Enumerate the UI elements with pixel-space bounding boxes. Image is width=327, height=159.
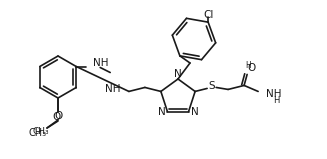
Text: O: O — [247, 63, 255, 73]
Text: H: H — [273, 96, 279, 105]
Text: CH₃: CH₃ — [29, 128, 47, 138]
Text: S: S — [209, 81, 215, 91]
Text: N: N — [174, 69, 182, 79]
Text: NH: NH — [266, 90, 282, 99]
Text: N: N — [158, 107, 165, 117]
Text: O: O — [55, 111, 63, 121]
Text: N: N — [191, 107, 198, 117]
Text: O: O — [53, 112, 61, 122]
Text: CH₃: CH₃ — [33, 128, 49, 136]
Text: NH: NH — [105, 84, 121, 94]
Text: NH: NH — [93, 59, 109, 69]
Text: Cl: Cl — [203, 10, 213, 20]
Text: H: H — [245, 61, 251, 70]
